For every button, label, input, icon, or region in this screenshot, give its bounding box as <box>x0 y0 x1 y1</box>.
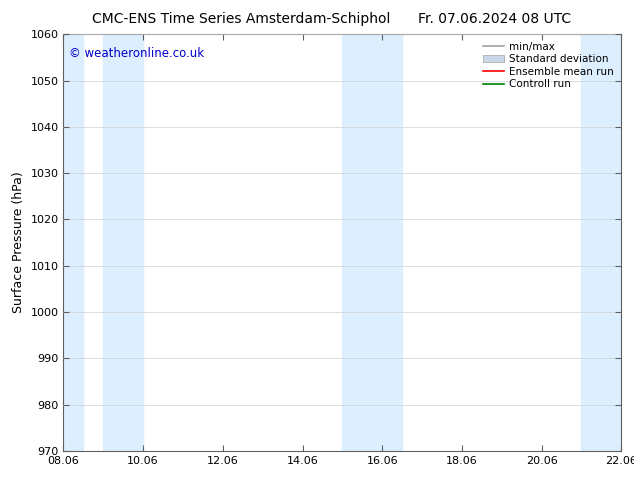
Text: Fr. 07.06.2024 08 UTC: Fr. 07.06.2024 08 UTC <box>418 12 571 26</box>
Y-axis label: Surface Pressure (hPa): Surface Pressure (hPa) <box>12 172 25 314</box>
Bar <box>342 34 402 451</box>
Bar <box>103 34 143 451</box>
Text: CMC-ENS Time Series Amsterdam-Schiphol: CMC-ENS Time Series Amsterdam-Schiphol <box>92 12 390 26</box>
Bar <box>63 34 83 451</box>
Legend: min/max, Standard deviation, Ensemble mean run, Controll run: min/max, Standard deviation, Ensemble me… <box>481 40 616 92</box>
Text: © weatheronline.co.uk: © weatheronline.co.uk <box>69 47 204 60</box>
Bar <box>581 34 621 451</box>
